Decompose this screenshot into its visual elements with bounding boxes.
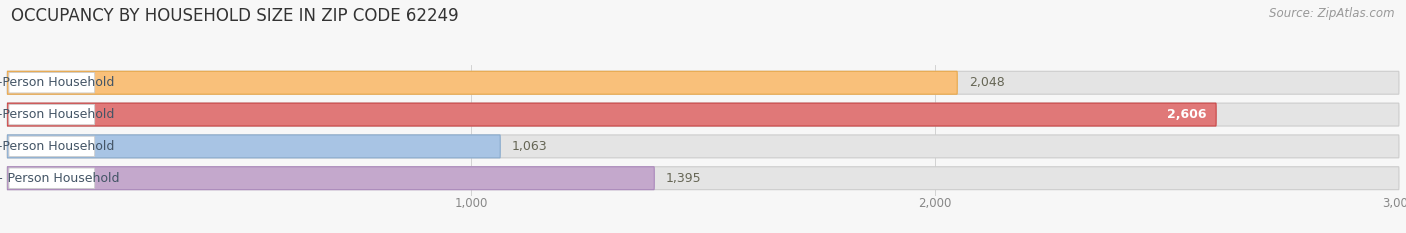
FancyBboxPatch shape bbox=[7, 71, 1399, 94]
Text: Source: ZipAtlas.com: Source: ZipAtlas.com bbox=[1270, 7, 1395, 20]
Text: 1,063: 1,063 bbox=[512, 140, 547, 153]
FancyBboxPatch shape bbox=[8, 136, 94, 157]
FancyBboxPatch shape bbox=[7, 71, 957, 94]
FancyBboxPatch shape bbox=[7, 103, 1216, 126]
FancyBboxPatch shape bbox=[7, 135, 1399, 158]
FancyBboxPatch shape bbox=[7, 167, 654, 190]
Text: OCCUPANCY BY HOUSEHOLD SIZE IN ZIP CODE 62249: OCCUPANCY BY HOUSEHOLD SIZE IN ZIP CODE … bbox=[11, 7, 458, 25]
Text: 2,606: 2,606 bbox=[1167, 108, 1206, 121]
FancyBboxPatch shape bbox=[8, 72, 94, 93]
FancyBboxPatch shape bbox=[7, 167, 1399, 190]
Text: 2-Person Household: 2-Person Household bbox=[0, 108, 114, 121]
FancyBboxPatch shape bbox=[8, 104, 94, 125]
FancyBboxPatch shape bbox=[7, 135, 501, 158]
Text: 3-Person Household: 3-Person Household bbox=[0, 140, 114, 153]
FancyBboxPatch shape bbox=[7, 103, 1399, 126]
Text: 1,395: 1,395 bbox=[666, 172, 702, 185]
Text: 2,048: 2,048 bbox=[969, 76, 1005, 89]
Text: 4+ Person Household: 4+ Person Household bbox=[0, 172, 120, 185]
FancyBboxPatch shape bbox=[8, 168, 94, 188]
Text: 1-Person Household: 1-Person Household bbox=[0, 76, 114, 89]
